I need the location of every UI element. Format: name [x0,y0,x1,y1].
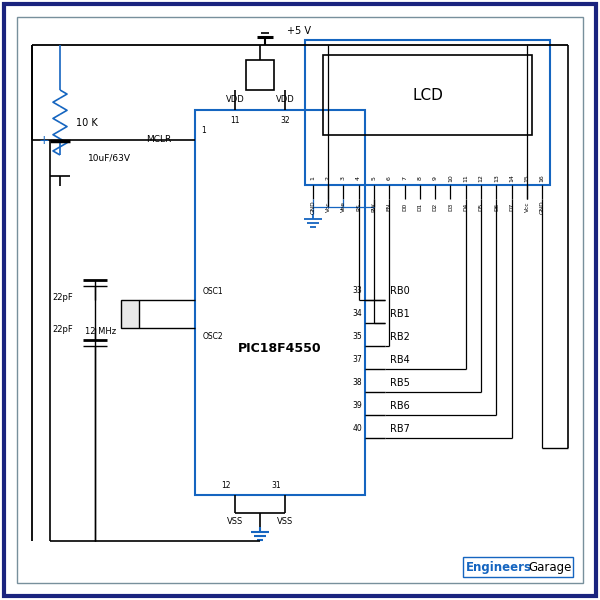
Text: OSC1: OSC1 [203,287,224,296]
Text: 10: 10 [448,174,453,182]
Text: 31: 31 [271,481,281,490]
Text: 37: 37 [352,355,362,364]
Text: RW: RW [371,202,376,212]
Text: 14: 14 [509,174,514,182]
Text: PIC18F4550: PIC18F4550 [238,342,322,355]
Text: Vee: Vee [341,202,346,212]
Text: D3: D3 [448,203,453,211]
Text: Engineers: Engineers [466,560,532,574]
Text: D6: D6 [494,203,499,211]
Text: D2: D2 [433,203,437,211]
Text: 9: 9 [433,176,437,180]
Text: Vcc: Vcc [325,202,331,212]
Text: 12 MHz: 12 MHz [85,328,116,337]
Text: 22pF: 22pF [52,325,73,335]
Text: D0: D0 [402,203,407,211]
Text: 4: 4 [356,176,361,180]
Text: 11: 11 [463,174,468,182]
Text: 11: 11 [230,116,240,125]
Text: D5: D5 [479,203,484,211]
Text: 39: 39 [352,401,362,410]
Text: 33: 33 [352,286,362,295]
Text: Vcc: Vcc [524,202,530,212]
Bar [121,300,139,328]
Bar [246,60,274,90]
Bar [323,55,532,135]
Text: RB5: RB5 [390,378,410,388]
Text: 6: 6 [387,176,392,180]
Text: 22pF: 22pF [52,293,73,302]
Text: OSC2: OSC2 [203,332,224,341]
Text: GND: GND [540,200,545,214]
Text: RS: RS [356,203,361,211]
Text: D4: D4 [463,203,468,211]
Text: LCD: LCD [412,88,443,103]
Text: D1: D1 [418,203,422,211]
Text: RB4: RB4 [390,355,410,365]
Text: 10uF/63V: 10uF/63V [88,154,131,163]
Text: VSS: VSS [277,517,293,526]
Text: VDD: VDD [275,95,295,104]
Text: +5 V: +5 V [287,26,311,36]
Text: 15: 15 [524,174,530,182]
Text: 2: 2 [325,176,331,180]
Text: RB7: RB7 [390,424,410,434]
Text: 5: 5 [371,176,376,180]
Text: RB1: RB1 [390,309,410,319]
Text: GND: GND [310,200,315,214]
Bar [305,40,550,185]
Text: 7: 7 [402,176,407,180]
Bar [195,110,365,495]
Text: 16: 16 [540,174,545,182]
Text: 13: 13 [494,174,499,182]
Text: 1: 1 [201,126,206,135]
Text: Garage: Garage [529,560,572,574]
Text: VDD: VDD [226,95,244,104]
Text: 1: 1 [310,176,315,180]
Text: 12: 12 [221,481,231,490]
Text: 32: 32 [280,116,290,125]
Bar [463,557,573,577]
Text: 8: 8 [418,176,422,180]
Text: RB0: RB0 [390,286,410,296]
Text: RB6: RB6 [390,401,410,411]
Text: +: + [38,134,49,147]
Text: VSS: VSS [227,517,243,526]
Text: 3: 3 [341,176,346,180]
Text: RB2: RB2 [390,332,410,342]
Text: MCLR: MCLR [146,134,171,143]
Text: D7: D7 [509,203,514,211]
Text: 38: 38 [352,378,362,387]
Text: 12: 12 [479,174,484,182]
Text: 40: 40 [352,424,362,433]
Text: EN: EN [387,203,392,211]
Text: 10 K: 10 K [76,118,98,127]
Text: 35: 35 [352,332,362,341]
Text: 34: 34 [352,309,362,318]
